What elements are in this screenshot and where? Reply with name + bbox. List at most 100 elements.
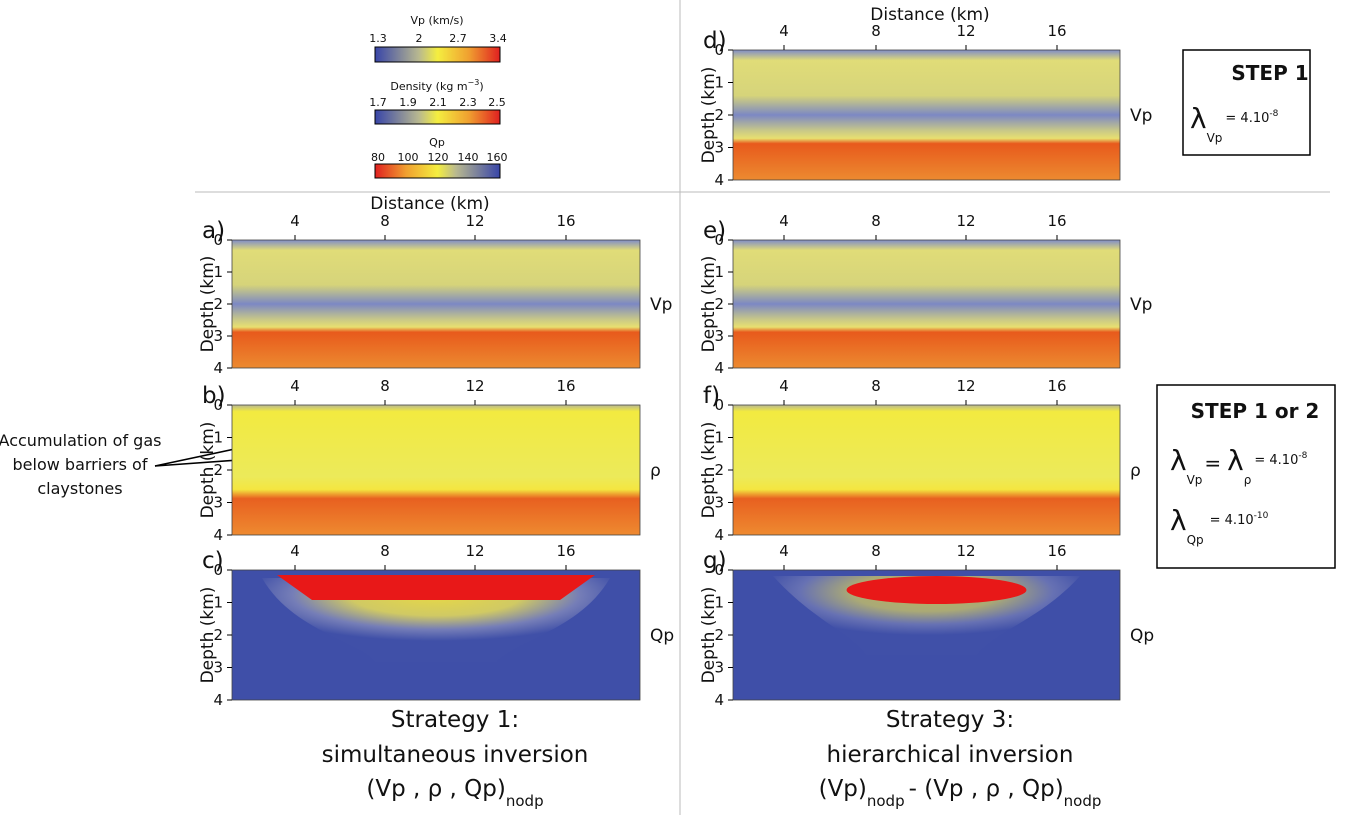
x-tick-label: 8 (871, 22, 881, 40)
x-tick-label: 4 (779, 377, 789, 395)
panel-letter: f) (703, 383, 720, 409)
annotation-line: below barriers of (13, 455, 148, 474)
colorbar (374, 163, 501, 179)
colorbar-title-text: Density (kg m (390, 80, 467, 93)
panel-letter: a) (202, 218, 225, 244)
model-image (733, 240, 1120, 368)
colorbar-tick: 100 (398, 151, 419, 164)
symbol: λ (1170, 444, 1187, 477)
colorbar-title: Qp (429, 136, 445, 149)
panel-parameter: Vp (650, 295, 672, 315)
y-tick-label: 0 (213, 231, 223, 249)
caption-line: hierarchical inversion (827, 742, 1074, 768)
y-tick-label: 3 (714, 139, 724, 157)
caption: Strategy 1: simultaneous inversion (Vp ,… (322, 707, 589, 810)
x-tick-label: 12 (465, 212, 484, 230)
x-tick-label: 8 (380, 542, 390, 560)
x-tick-label: 12 (465, 377, 484, 395)
colorbar-tick: 140 (458, 151, 479, 164)
panel-parameter: Qp (650, 626, 674, 646)
caption-line: Strategy 3: (886, 707, 1014, 733)
y-tick-label: 2 (714, 295, 724, 313)
colorbar-tick: 1.9 (399, 96, 417, 109)
x-tick-label: 12 (465, 542, 484, 560)
caption-line: simultaneous inversion (322, 742, 589, 768)
x-tick-label: 4 (290, 377, 300, 395)
step-title: STEP 1 or 2 (1191, 399, 1320, 423)
colorbar-title: Density (kg m−3) (390, 78, 483, 93)
x-tick-label: 16 (1047, 542, 1066, 560)
colorbar-tick: 120 (428, 151, 449, 164)
exponent: -8 (1269, 109, 1278, 119)
y-axis-label: Depth (km) (699, 422, 719, 519)
panel-parameter: Vp (1130, 295, 1152, 315)
y-tick-label: 1 (213, 594, 223, 612)
colorbar-vp: Vp (km/s) 1.3 2 2.7 3.4 (369, 14, 507, 63)
y-tick-label: 0 (714, 561, 724, 579)
y-tick-label: 0 (714, 396, 724, 414)
x-tick-label: 4 (779, 22, 789, 40)
symbol: λ (1190, 102, 1207, 135)
lambda: λVp= λρ= 4.10-8 (1170, 444, 1308, 487)
subscript: Qp (1187, 533, 1204, 547)
panel-letter: g) (703, 548, 727, 574)
colorbar-density: Density (kg m−3) 1.7 1.9 2.1 2.3 2.5 (369, 78, 506, 125)
model-image (733, 405, 1120, 535)
subscript: Vp (1207, 131, 1223, 145)
colorbar-tick: 2.3 (459, 96, 477, 109)
y-tick-label: 4 (213, 526, 223, 544)
colorbar-tick: 2.5 (488, 96, 506, 109)
exponent: -10 (1254, 511, 1269, 521)
x-tick-label: 16 (1047, 377, 1066, 395)
panel-parameter: Vp (1130, 106, 1152, 126)
symbol: λ (1227, 444, 1244, 477)
y-tick-label: 3 (213, 494, 223, 512)
equation: = 4.10 (1210, 513, 1254, 528)
x-tick-label: 8 (380, 212, 390, 230)
colorbar-qp: Qp 80 100 120 140 160 (371, 136, 508, 179)
x-tick-label: 12 (956, 542, 975, 560)
equation: = 4.10 (1225, 111, 1269, 126)
x-tick-label: 16 (1047, 212, 1066, 230)
box (1182, 49, 1311, 156)
lambda: λVp= 4.10-8 (1190, 102, 1279, 145)
y-axis-label: Depth (km) (699, 587, 719, 684)
y-tick-label: 3 (714, 659, 724, 677)
x-tick-label: 8 (380, 377, 390, 395)
y-tick-label: 3 (714, 327, 724, 345)
y-tick-label: 4 (714, 526, 724, 544)
step-box: STEP 1 λVp= 4.10-8 (1182, 49, 1311, 156)
box (1156, 384, 1336, 569)
y-tick-label: 3 (213, 659, 223, 677)
y-tick-label: 1 (714, 263, 724, 281)
y-tick-label: 2 (213, 626, 223, 644)
x-tick-label: 16 (1047, 22, 1066, 40)
panel-letter: b) (202, 383, 226, 409)
model-image (733, 50, 1120, 180)
exponent: -8 (1298, 451, 1307, 461)
y-tick-label: 4 (714, 691, 724, 709)
x-tick-label: 8 (871, 212, 881, 230)
y-axis-label: Depth (km) (198, 422, 218, 519)
colorbar-tick: 1.7 (369, 96, 387, 109)
x-tick-label: 12 (956, 212, 975, 230)
model-image (232, 405, 640, 535)
y-tick-label: 0 (213, 396, 223, 414)
y-tick-label: 1 (213, 429, 223, 447)
y-tick-label: 3 (213, 327, 223, 345)
y-tick-label: 4 (213, 691, 223, 709)
y-tick-label: 2 (714, 106, 724, 124)
lambda: λQp = 4.10-10 (1170, 504, 1269, 547)
y-tick-label: 0 (714, 41, 724, 59)
panel-letter: e) (703, 218, 726, 244)
caption-line: Strategy 1: (391, 707, 519, 733)
y-tick-label: 2 (213, 295, 223, 313)
y-tick-label: 2 (714, 626, 724, 644)
caption-line: (Vp , ρ , Qp)nodp (366, 776, 543, 810)
y-axis-label: Depth (km) (198, 256, 218, 353)
y-tick-label: 1 (714, 429, 724, 447)
x-tick-label: 4 (779, 542, 789, 560)
